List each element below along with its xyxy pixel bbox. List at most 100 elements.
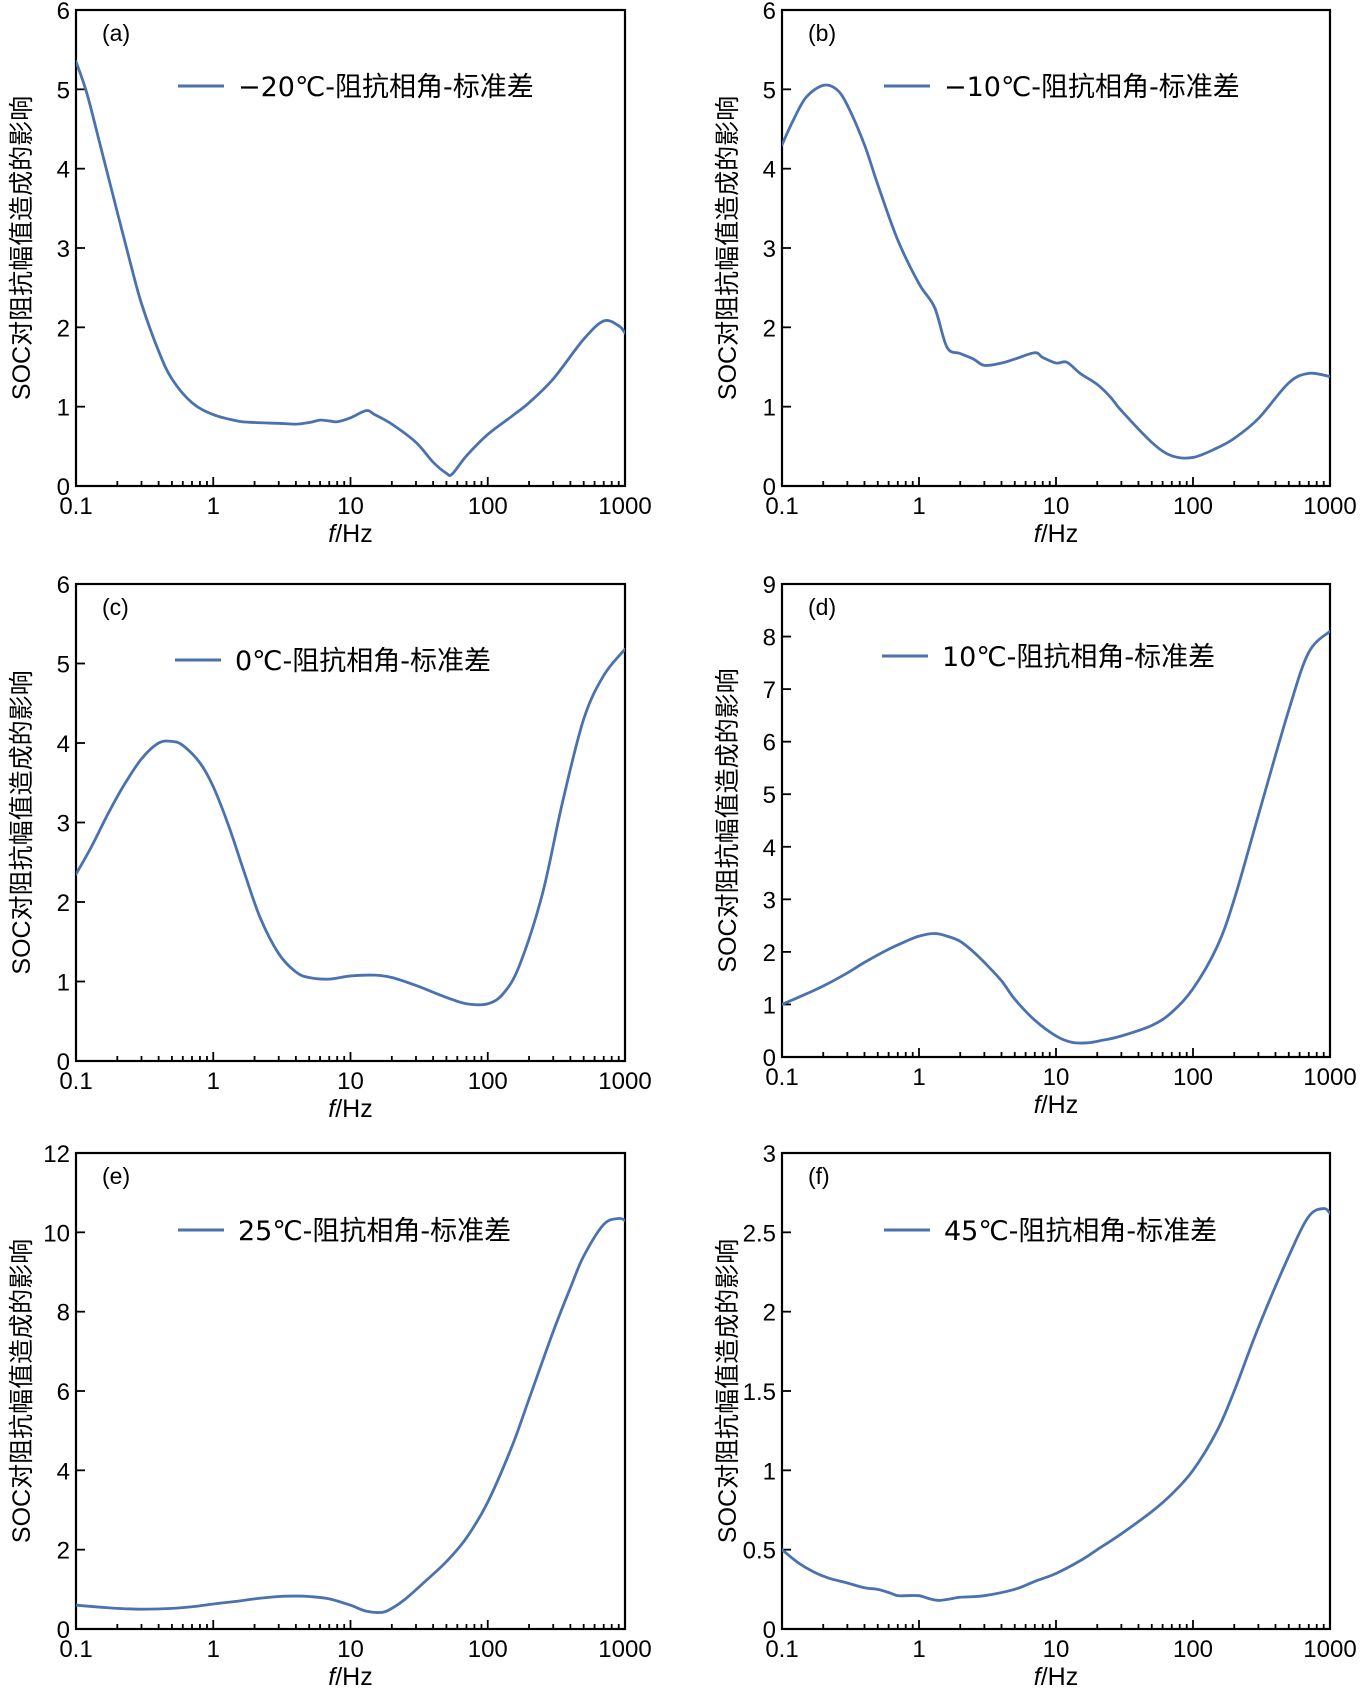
y-tick-label: 8 (57, 1300, 70, 1327)
y-tick-label: 0 (763, 1045, 776, 1072)
y-tick-label: 0 (763, 474, 776, 501)
y-axis-label: SOC对阻抗幅值造成的影响 (714, 668, 742, 972)
y-axis-label: SOC对阻抗幅值造成的影响 (8, 96, 36, 400)
x-tick-label: 10 (1043, 1636, 1070, 1663)
y-tick-label: 8 (763, 625, 776, 652)
y-tick-label: 3 (763, 1141, 776, 1168)
panel-label: (e) (102, 1163, 130, 1189)
y-tick-label: 7 (763, 677, 776, 704)
chart-panel-a: 0.1 1 10 100 1000 0 1 2 3 4 5 6 f/Hz SOC对阻抗幅值造成的影响 (a)… (8, 0, 652, 548)
y-tick-label: 2.5 (743, 1220, 776, 1247)
x-tick-label: 10 (337, 1068, 364, 1095)
x-tick-label: 100 (468, 493, 508, 520)
chart-panel-d: 0.1 1 10 100 1000 0 1 2 3 4 5 6 7 8 9 f/Hz SOC对阻抗幅值造成的影响… (714, 572, 1357, 1119)
series-line (782, 83, 1330, 460)
chart-panel-b: 0.1 1 10 100 1000 0 1 2 3 4 5 6 f/Hz SOC对阻抗幅值造成的影响 (b)… (714, 0, 1357, 548)
y-tick-label: 2 (57, 1538, 70, 1565)
y-tick-label: 3 (57, 811, 70, 838)
x-tick-label: 1 (207, 1068, 220, 1095)
legend-label: 25℃-阻抗相角-标准差 (238, 1216, 511, 1247)
x-axis-label: f/Hz (1034, 1091, 1078, 1119)
y-tick-label: 1 (57, 970, 70, 997)
y-tick-label: 0 (763, 1617, 776, 1644)
y-tick-label: 6 (57, 0, 70, 25)
x-axis-label: f/Hz (1034, 1663, 1078, 1691)
y-tick-label: 6 (57, 572, 70, 599)
series-line (782, 629, 1330, 1045)
x-tick-label: 100 (468, 1068, 508, 1095)
x-tick-label: 1 (912, 1064, 925, 1091)
panel-label: (d) (808, 594, 836, 620)
y-tick-label: 6 (763, 730, 776, 757)
series-line (782, 1207, 1330, 1602)
x-tick-label: 1000 (1303, 1636, 1356, 1663)
x-axis-label-variable: f (328, 520, 338, 548)
y-tick-label: 1 (763, 395, 776, 422)
y-tick-label: 2 (57, 890, 70, 917)
x-tick-label: 0.1 (59, 493, 92, 520)
y-axis-label: SOC对阻抗幅值造成的影响 (8, 670, 36, 974)
x-tick-label: 100 (1173, 1636, 1213, 1663)
x-axis-label-unit: /Hz (335, 1663, 373, 1691)
panel-label: (c) (102, 594, 129, 620)
y-tick-label: 5 (57, 652, 70, 679)
y-tick-label: 4 (763, 157, 776, 184)
panel-label: (b) (808, 20, 836, 46)
y-tick-label: 1 (763, 992, 776, 1019)
legend-label: 45℃-阻抗相角-标准差 (944, 1216, 1217, 1247)
x-axis-label: f/Hz (328, 1095, 372, 1123)
y-tick-label: 5 (57, 77, 70, 104)
x-tick-label: 100 (1173, 1064, 1213, 1091)
y-tick-label: 2 (763, 315, 776, 342)
x-tick-label: 1 (912, 1636, 925, 1663)
y-tick-label: 0 (57, 1617, 70, 1644)
y-tick-label: 5 (763, 77, 776, 104)
x-axis-label-variable: f (328, 1095, 338, 1123)
x-tick-label: 10 (1043, 493, 1070, 520)
y-axis-label: SOC对阻抗幅值造成的影响 (714, 96, 742, 400)
y-tick-label: 2 (763, 940, 776, 967)
y-tick-label: 1 (763, 1458, 776, 1485)
x-tick-label: 1000 (598, 1636, 651, 1663)
x-tick-label: 0.1 (765, 1636, 798, 1663)
x-axis-label: f/Hz (328, 1663, 372, 1691)
x-tick-label: 1 (207, 493, 220, 520)
x-tick-label: 10 (337, 493, 364, 520)
x-tick-label: 1000 (598, 1068, 651, 1095)
y-axis-label: SOC对阻抗幅值造成的影响 (714, 1239, 742, 1543)
legend-label: −20℃-阻抗相角-标准差 (238, 72, 534, 103)
x-axis-label-variable: f (1034, 520, 1044, 548)
chart-panel-c: 0.1 1 10 100 1000 0 1 2 3 4 5 6 f/Hz SOC对阻抗幅值造成的影响 (c)… (8, 572, 652, 1123)
x-axis-label-variable: f (1034, 1091, 1044, 1119)
x-tick-label: 1 (912, 493, 925, 520)
x-axis-label: f/Hz (1034, 520, 1078, 548)
series-line (76, 60, 625, 478)
x-tick-label: 1 (207, 1636, 220, 1663)
y-tick-label: 4 (57, 731, 70, 758)
y-tick-label: 6 (57, 1379, 70, 1406)
y-tick-label: 12 (43, 1141, 70, 1168)
series-line (76, 647, 625, 1007)
x-axis-label-unit: /Hz (1041, 520, 1079, 548)
legend-label: 0℃-阻抗相角-标准差 (235, 646, 491, 677)
y-tick-label: 0 (57, 474, 70, 501)
legend-label: −10℃-阻抗相角-标准差 (944, 72, 1240, 103)
x-tick-label: 0.1 (765, 1064, 798, 1091)
x-tick-label: 1000 (1303, 493, 1356, 520)
chart-panel-e: 0.1 1 10 100 1000 0 2 4 6 8 10 12 f/Hz SOC对阻抗幅值造成的影响 (… (8, 1141, 652, 1691)
x-axis-label-unit: /Hz (1041, 1663, 1079, 1691)
y-tick-label: 3 (57, 236, 70, 263)
y-tick-label: 2 (57, 315, 70, 342)
x-tick-label: 0.1 (765, 493, 798, 520)
x-axis-label-variable: f (1034, 1663, 1044, 1691)
x-tick-label: 10 (1043, 1064, 1070, 1091)
panel-label: (a) (102, 20, 130, 46)
legend-label: 10℃-阻抗相角-标准差 (942, 642, 1215, 673)
y-tick-label: 4 (763, 835, 776, 862)
x-tick-label: 100 (1173, 493, 1213, 520)
x-tick-label: 100 (468, 1636, 508, 1663)
panel-label: (f) (808, 1163, 830, 1189)
y-tick-label: 0 (57, 1049, 70, 1076)
y-tick-label: 1.5 (743, 1379, 776, 1406)
